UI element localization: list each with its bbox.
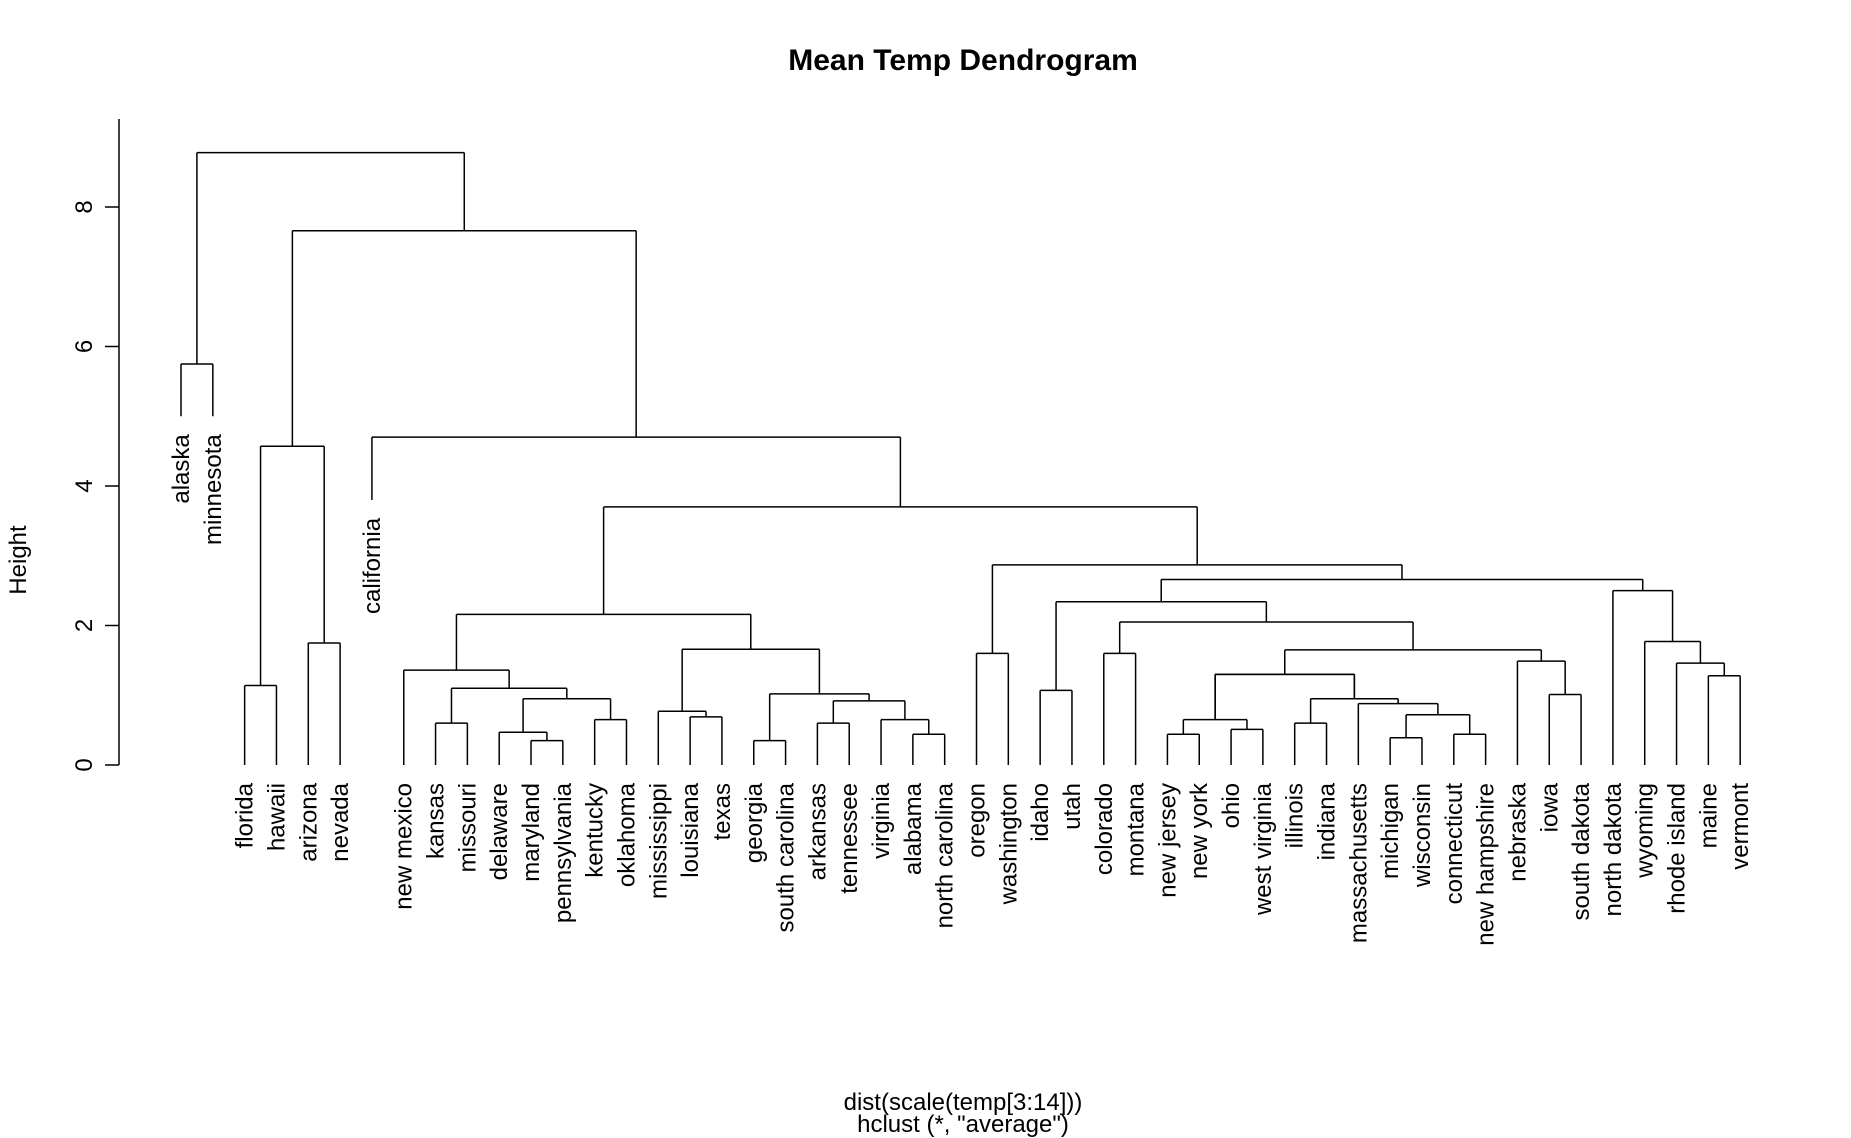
leaf-label: michigan <box>1377 783 1404 879</box>
leaf-labels: alaska minnesota florida hawaii arizona nevad… <box>168 434 1754 946</box>
leaf-label: virginia <box>868 782 895 859</box>
leaf-label: colorado <box>1091 783 1118 875</box>
leaf-label: washington <box>995 783 1022 905</box>
leaf-label: louisiana <box>677 782 704 877</box>
leaf-label: new jersey <box>1154 783 1181 898</box>
y-tick-label: 6 <box>71 340 98 353</box>
leaf-label: south dakota <box>1568 782 1595 920</box>
leaf-label: vermont <box>1727 783 1754 870</box>
y-axis: 0 2 4 6 8 <box>71 119 120 772</box>
x-axis-label-line-2: hclust (*, "average") <box>857 1111 1069 1138</box>
leaf-label: connecticut <box>1441 783 1468 905</box>
leaf-label: west virginia <box>1250 782 1277 916</box>
leaf-label: north dakota <box>1600 782 1627 916</box>
leaf-label: wyoming <box>1632 783 1659 879</box>
leaf-label: montana <box>1123 782 1150 876</box>
leaf-label: kentucky <box>582 783 609 878</box>
leaf-label: arizona <box>295 782 322 861</box>
leaf-label: north carolina <box>932 782 959 928</box>
leaf-label: new mexico <box>391 783 418 910</box>
leaf-label: arkansas <box>804 783 831 880</box>
leaf-label: south carolina <box>773 782 800 932</box>
leaf-label: wisconsin <box>1409 783 1436 888</box>
leaf-label: ohio <box>1218 783 1245 828</box>
leaf-label: maryland <box>518 783 545 882</box>
leaf-label: minnesota <box>200 434 227 545</box>
chart-title: Mean Temp Dendrogram <box>788 44 1138 77</box>
y-tick-label: 8 <box>71 200 98 213</box>
leaf-label: texas <box>709 783 736 840</box>
leaf-label: oklahoma <box>613 782 640 887</box>
y-tick-label: 4 <box>71 479 98 492</box>
leaf-label: oregon <box>964 783 991 858</box>
leaf-label: massachusetts <box>1345 783 1372 943</box>
leaf-label: mississippi <box>645 783 672 899</box>
leaf-label: alaska <box>168 434 195 504</box>
y-axis-label: Height <box>5 525 32 595</box>
leaf-label: tennessee <box>836 783 863 894</box>
leaf-label: rhode island <box>1664 783 1691 914</box>
leaf-label: illinois <box>1282 783 1309 848</box>
leaf-label: california <box>359 517 386 614</box>
leaf-label: hawaii <box>263 783 290 851</box>
leaf-label: utah <box>1059 783 1086 830</box>
y-tick-label: 0 <box>71 758 98 771</box>
leaf-label: georgia <box>741 782 768 863</box>
leaf-label: delaware <box>486 783 513 880</box>
leaf-label: nebraska <box>1504 782 1531 881</box>
leaf-label: idaho <box>1027 783 1054 842</box>
leaf-label: nevada <box>327 782 354 861</box>
leaf-label: maine <box>1695 783 1722 848</box>
leaf-label: new hampshire <box>1473 783 1500 946</box>
leaf-label: alabama <box>900 782 927 875</box>
leaf-label: missouri <box>454 783 481 872</box>
y-tick-label: 2 <box>71 619 98 632</box>
leaf-label: pennsylvania <box>550 782 577 923</box>
leaf-label: florida <box>232 782 259 848</box>
dendrogram-tree <box>180 151 1741 765</box>
leaf-label: indiana <box>1314 782 1341 860</box>
leaf-label: kansas <box>423 783 450 859</box>
leaf-label: new york <box>1186 782 1213 879</box>
leaf-label: iowa <box>1536 782 1563 832</box>
x-axis-label-line-1: dist(scale(temp[3:14])) <box>844 1089 1083 1116</box>
